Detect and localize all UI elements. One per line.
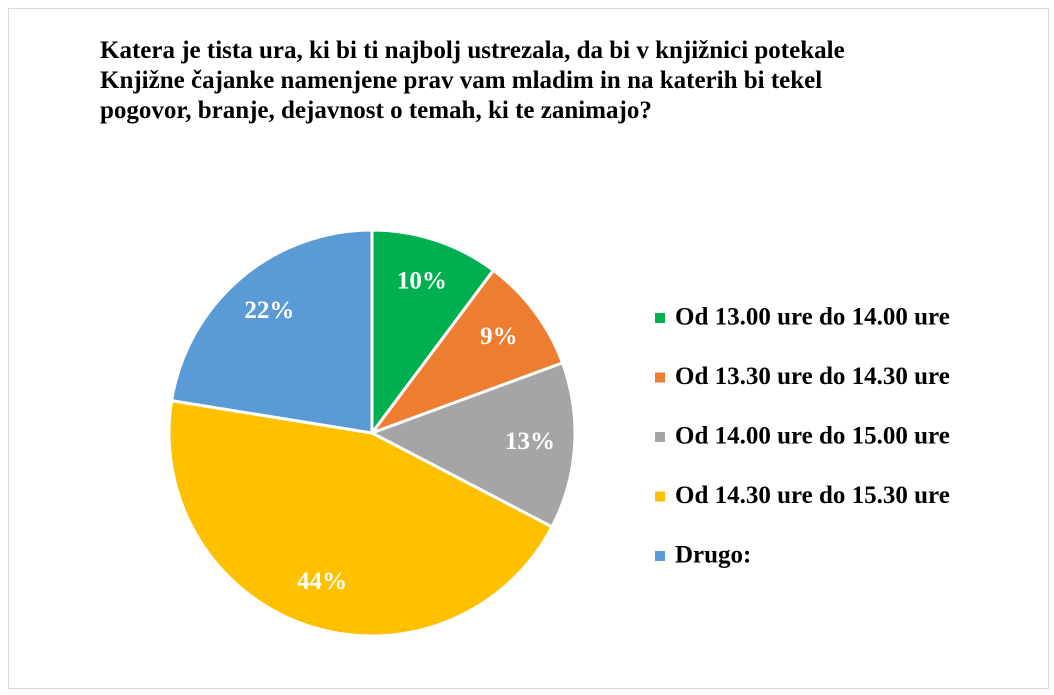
value-label: 9% bbox=[480, 323, 518, 350]
legend-swatch bbox=[655, 551, 665, 561]
chart-title: Katera je tista ura, ki bi ti najbolj us… bbox=[100, 37, 845, 124]
legend-label: Drugo: bbox=[675, 542, 751, 569]
legend-label: Od 13.00 ure do 14.00 ure bbox=[675, 304, 950, 331]
value-label: 44% bbox=[297, 568, 347, 595]
value-label: 22% bbox=[244, 297, 294, 324]
legend-label: Od 14.30 ure do 15.30 ure bbox=[675, 482, 950, 509]
pie-slice bbox=[367, 268, 565, 437]
value-label: 10% bbox=[397, 267, 447, 294]
legend-label: Od 13.30 ure do 14.30 ure bbox=[675, 363, 950, 390]
legend-swatch bbox=[655, 313, 665, 323]
legend-label: Od 14.00 ure do 15.00 ure bbox=[675, 423, 950, 450]
pie-slice bbox=[368, 360, 577, 529]
legend-swatch bbox=[655, 432, 665, 442]
legend-swatch bbox=[655, 372, 665, 383]
legend-swatch bbox=[655, 491, 665, 502]
pie-slice bbox=[370, 228, 496, 438]
value-label: 13% bbox=[505, 428, 555, 455]
pie-slice bbox=[169, 228, 374, 435]
pie-slice bbox=[167, 398, 555, 638]
